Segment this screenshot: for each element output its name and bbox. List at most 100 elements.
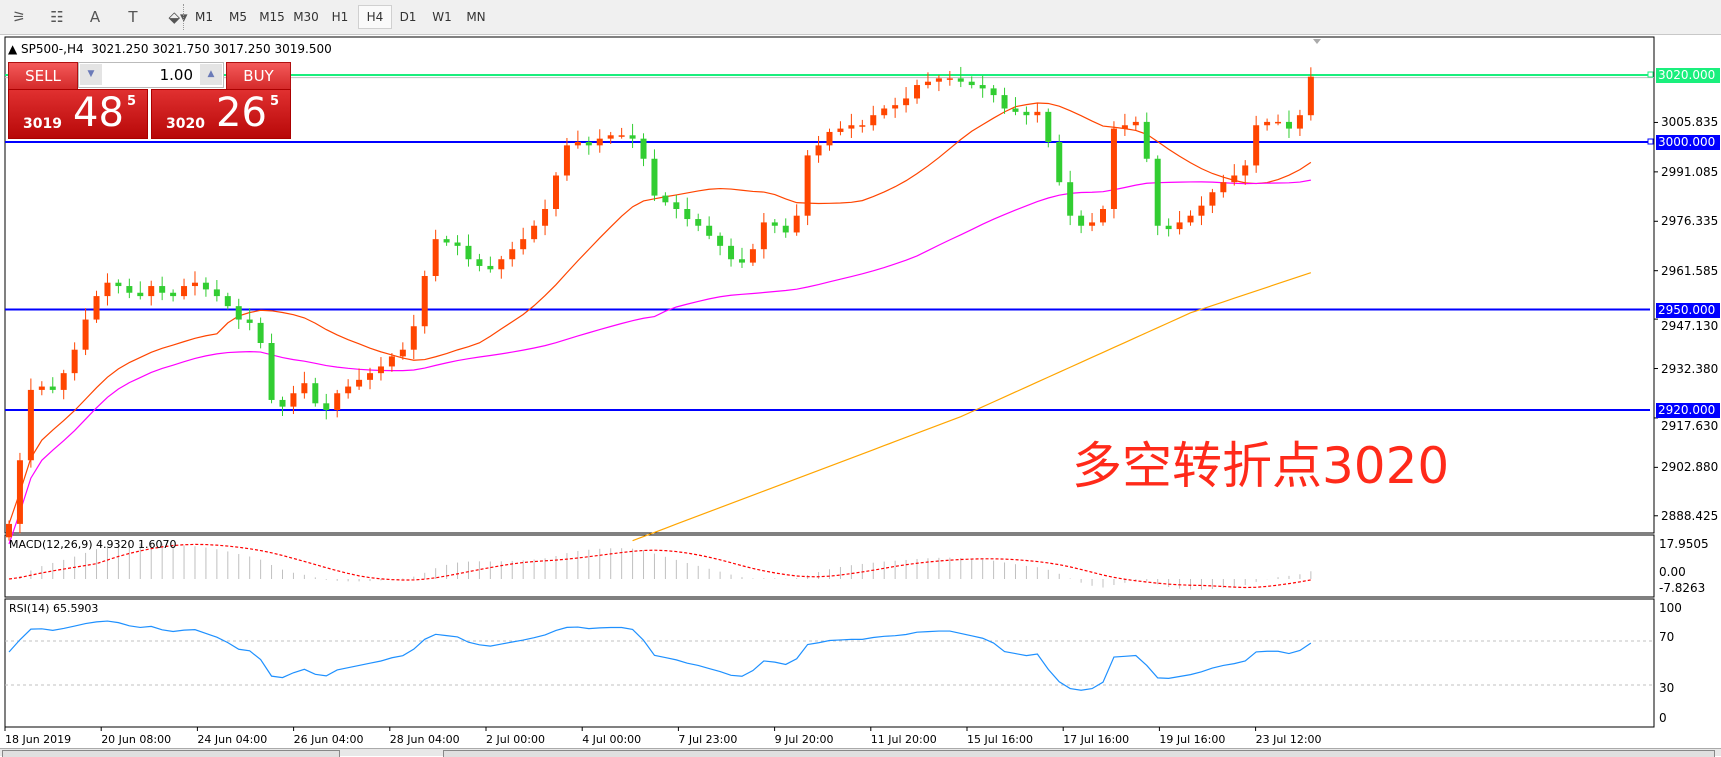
timeframe-m15[interactable]: M15 [259,10,285,24]
candle-body [738,259,745,263]
sell-button[interactable]: SELL [8,62,78,90]
chart-tab[interactable] [2,750,340,757]
candle-body [1176,222,1183,230]
timeframe-m5[interactable]: M5 [229,10,247,24]
candle-body [38,386,45,390]
timeframe-h1[interactable]: H1 [331,10,349,24]
candle-body [553,175,559,209]
candle-body [946,78,953,80]
time-axis-label: 15 Jul 16:00 [967,733,1033,746]
candle-body [520,239,527,250]
one-click-trading-panel: SELL ▼ 1.00 ▲ BUY 3019 48 5 3020 26 5 [8,62,291,139]
arrows-icon[interactable]: ⬙▾ [168,8,188,26]
candle-body [268,343,275,400]
price-axis-label: 2932.380 [1661,361,1719,376]
price-level-label-3000: 3000.000 [1656,135,1720,150]
symbol: SP500-,H4 [21,42,84,56]
candle-body [202,282,209,290]
candle-body [826,131,833,146]
timeframe-mn[interactable]: MN [466,10,486,24]
candle-body [82,319,89,350]
candle-body [651,158,658,196]
candle-body [235,306,242,320]
timeframe-d1[interactable]: D1 [399,10,417,24]
fibonacci-icon[interactable]: ☷ [50,8,64,26]
buy-price-big-figure: 3020 [166,116,205,132]
candle-body [1253,125,1260,166]
candle-body [301,383,308,394]
candle-body [968,81,975,86]
buy-price-pips: 26 [216,90,267,136]
lot-value[interactable]: 1.00 [159,66,193,84]
timeframe-m30[interactable]: M30 [293,10,319,24]
text-icon[interactable]: A [89,8,101,26]
time-axis-label: 26 Jun 04:00 [293,733,364,746]
time-axis-label: 9 Jul 20:00 [774,733,834,746]
macd-axis-max: 17.9505 [1659,537,1709,551]
buy-price[interactable]: 3020 26 5 [151,89,291,139]
candle-body [695,219,702,226]
timeframe-m1[interactable]: M1 [195,10,213,24]
candle-body [771,222,778,226]
candle-body [148,286,155,297]
macd-pane-border [4,534,1655,598]
candle-body [257,322,264,343]
candle-body [848,125,855,129]
candle-body [1089,222,1096,226]
candle-body [279,399,286,407]
rsi-pane-border [4,598,1655,728]
candle-body [137,292,144,297]
elliott-wave-icon[interactable]: ⚞ [12,8,26,26]
time-axis-label: 20 Jun 08:00 [101,733,172,746]
chart-tab[interactable] [443,750,1715,757]
candle-body [640,138,647,159]
rsi-axis-30: 30 [1659,681,1675,695]
candle-body [1275,121,1282,124]
buy-price-fraction: 5 [270,94,280,109]
text-label-icon[interactable]: T [128,8,138,26]
candle-body [979,85,986,89]
toolbar: ⚞ ☷ A T ⬙▾ M1 M5 M15 M30 H1 H4 D1 W1 MN [0,0,1721,35]
candle-body [782,225,789,233]
level-handle [1647,138,1654,145]
candle-body [717,235,724,246]
candle-body [454,242,461,246]
candle-body [542,209,549,226]
candle-body [749,249,756,263]
candle-body [60,373,67,390]
sell-price[interactable]: 3019 48 5 [8,89,148,139]
price-axis-label: 2961.585 [1661,263,1719,278]
shift-marker-icon [1313,39,1321,44]
candle-body [410,326,417,350]
buy-button[interactable]: BUY [226,62,291,90]
time-axis-label: 11 Jul 20:00 [870,733,937,746]
decrease-lot-icon[interactable]: ▼ [80,64,102,85]
lot-size-input[interactable]: ▼ 1.00 ▲ [78,62,224,88]
time-axis-label: 28 Jun 04:00 [389,733,460,746]
candle-body [432,239,439,276]
candle-body [957,78,964,82]
candle-body [924,81,931,86]
main-pane-border [4,36,1655,534]
candle-body [607,135,614,139]
price-axis-label: 2888.425 [1661,508,1719,523]
chart-title: ▲ SP500-,H4 3021.250 3021.750 3017.250 3… [8,42,332,56]
sell-price-fraction: 5 [127,94,137,109]
candle-body [6,523,12,538]
timeframe-h4[interactable]: H4 [358,5,392,29]
increase-lot-icon[interactable]: ▲ [200,64,222,85]
candle-body [126,286,133,293]
candle-body [1143,121,1150,159]
candle-body [388,356,395,367]
candle-body [1023,111,1030,116]
timeframe-w1[interactable]: W1 [432,10,452,24]
candle-body [1198,205,1205,216]
candle-body [509,249,516,260]
candle-body [367,373,374,380]
candle-body [1100,209,1106,223]
candle-body [377,366,384,374]
candle-body [1056,142,1063,183]
candle-body [618,135,625,137]
time-axis-label: 7 Jul 23:00 [678,733,738,746]
